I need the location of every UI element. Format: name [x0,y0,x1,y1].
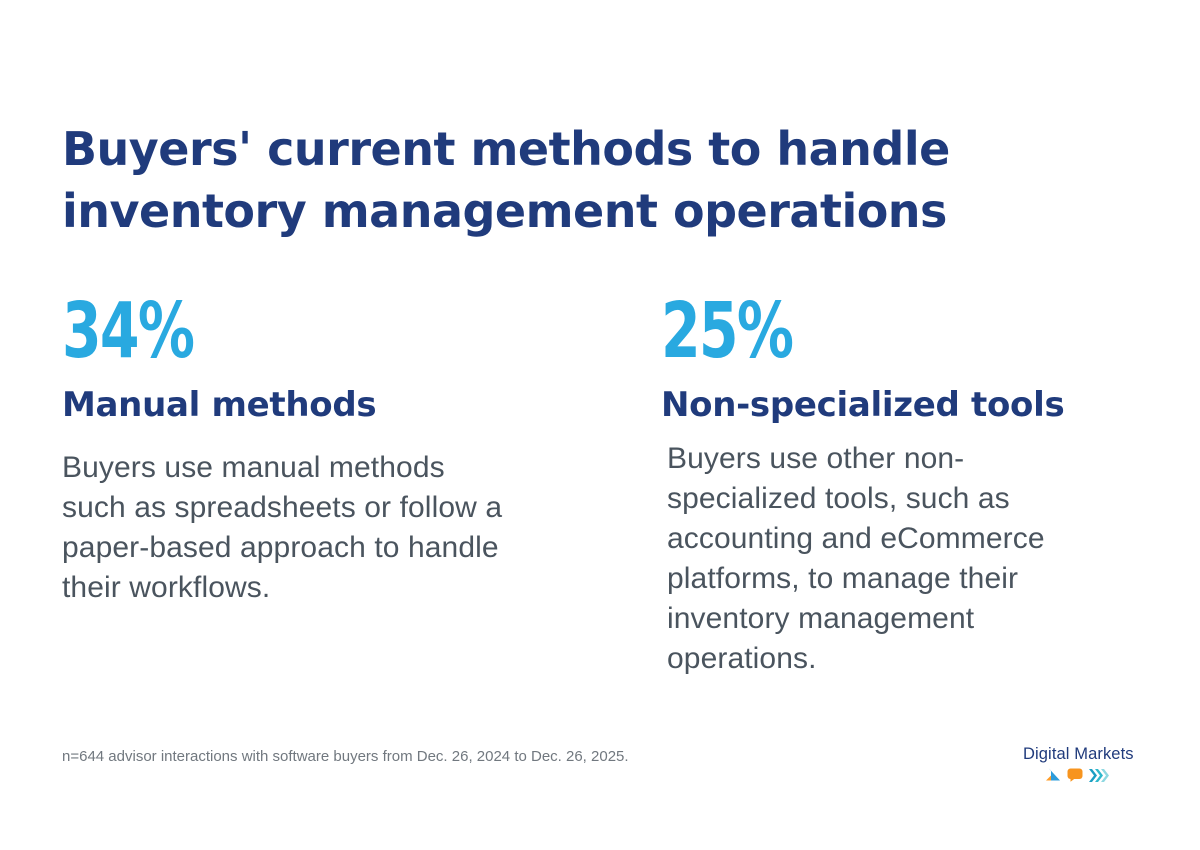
logo-wordmark: Digital Markets [1023,745,1134,763]
stat-description: Buyers use other non-specialized tools, … [667,442,1045,675]
page-title: Buyers' current methods to handle invento… [62,118,1062,242]
stat-description: Buyers use manual methods such as spread… [62,451,503,604]
stat-percent-value: 34% [62,293,512,370]
stat-percent-text: 25% [661,287,794,376]
software-advice-icon [1089,768,1109,782]
stat-label: Non-specialized tools [661,385,1065,425]
stat-column-non-specialized-tools: 25% Non-specialized tools Buyers use oth… [661,293,1091,679]
logo-brand-icons [1046,768,1153,782]
stat-percent-value: 25% [661,293,1091,370]
getapp-icon [1067,768,1083,782]
digital-markets-logo: Digital Markets [1023,744,1153,782]
page-title-line1: Buyers' current methods to handle [62,121,950,176]
stat-label: Manual methods [62,385,377,425]
stat-percent-text: 34% [62,287,195,376]
stat-column-manual-methods: 34% Manual methods Buyers use manual met… [62,293,512,608]
page-title-line2: inventory management operations [62,183,947,238]
sample-size-footnote: n=644 advisor interactions with software… [62,748,629,765]
capterra-icon [1046,768,1061,782]
